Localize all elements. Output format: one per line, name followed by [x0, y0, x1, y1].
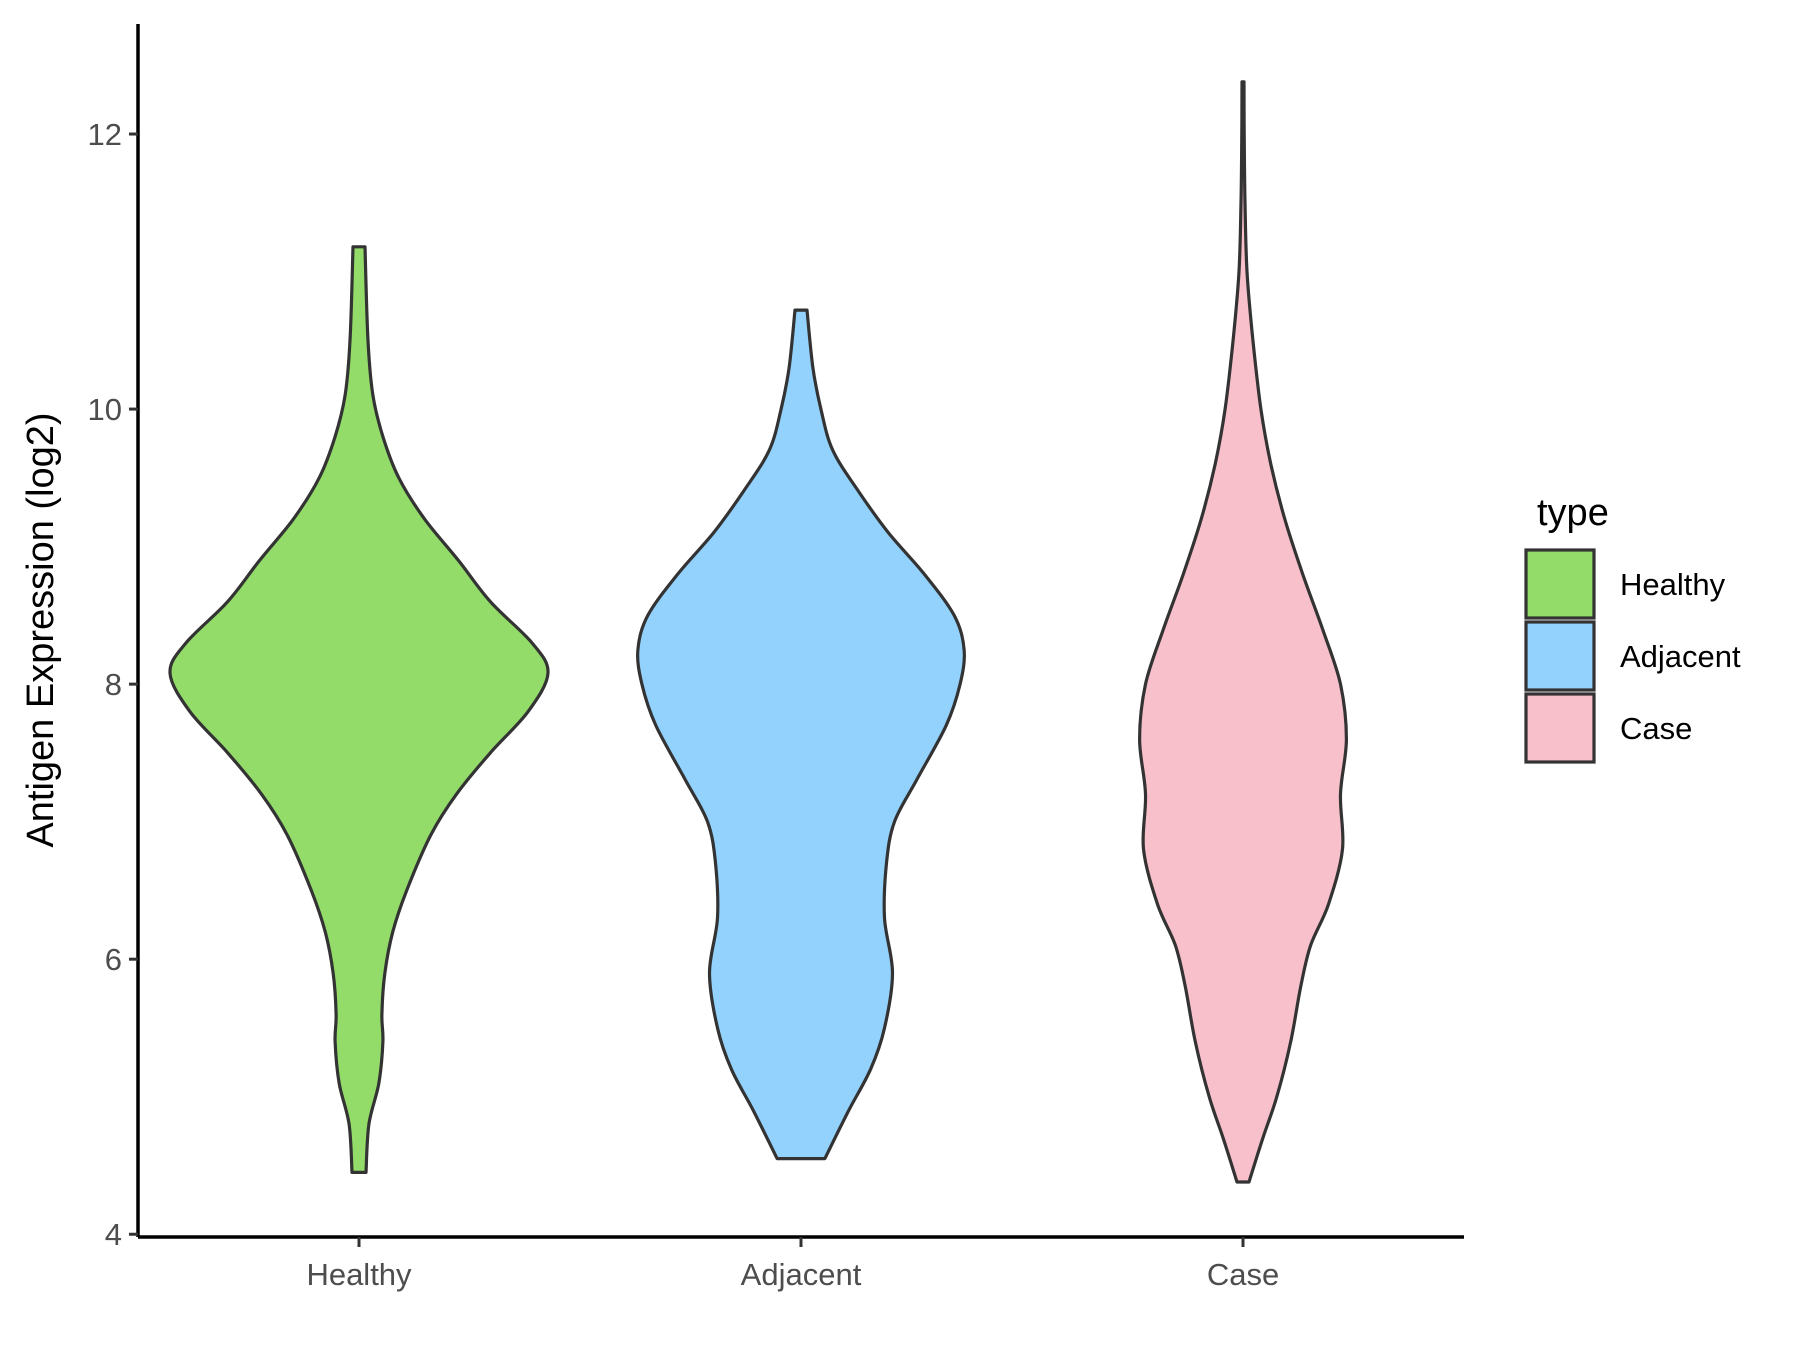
legend-key-adjacent: [1524, 620, 1596, 692]
legend-entries: Healthy Adjacent Case: [1524, 548, 1741, 764]
violin-adjacent: [636, 308, 966, 1161]
legend-key-case: [1524, 692, 1596, 764]
legend-title: type: [1537, 492, 1609, 534]
y-tick-label: 12: [88, 117, 122, 152]
violin-healthy: [168, 245, 550, 1174]
legend-key-healthy: [1524, 548, 1596, 620]
y-tick-label: 4: [105, 1217, 122, 1252]
y-tick-label: 6: [105, 942, 122, 977]
legend-label: Healthy: [1620, 567, 1726, 602]
violin-case: [1138, 80, 1348, 1184]
y-axis-title: Antigen Expression (log2): [20, 412, 62, 847]
legend-label: Adjacent: [1620, 639, 1741, 674]
x-tick-label: Adjacent: [741, 1257, 862, 1292]
y-tick-label: 10: [88, 392, 122, 427]
violin-group: [168, 80, 1348, 1184]
legend: type Healthy Adjacent Case: [1524, 492, 1741, 764]
x-ticks: Healthy Adjacent Case: [306, 1237, 1279, 1292]
x-tick-label: Case: [1207, 1257, 1279, 1292]
legend-label: Case: [1620, 711, 1692, 746]
x-tick-label: Healthy: [306, 1257, 412, 1292]
y-tick-label: 8: [105, 667, 122, 702]
y-ticks: 4 6 8 10 12: [88, 117, 138, 1252]
